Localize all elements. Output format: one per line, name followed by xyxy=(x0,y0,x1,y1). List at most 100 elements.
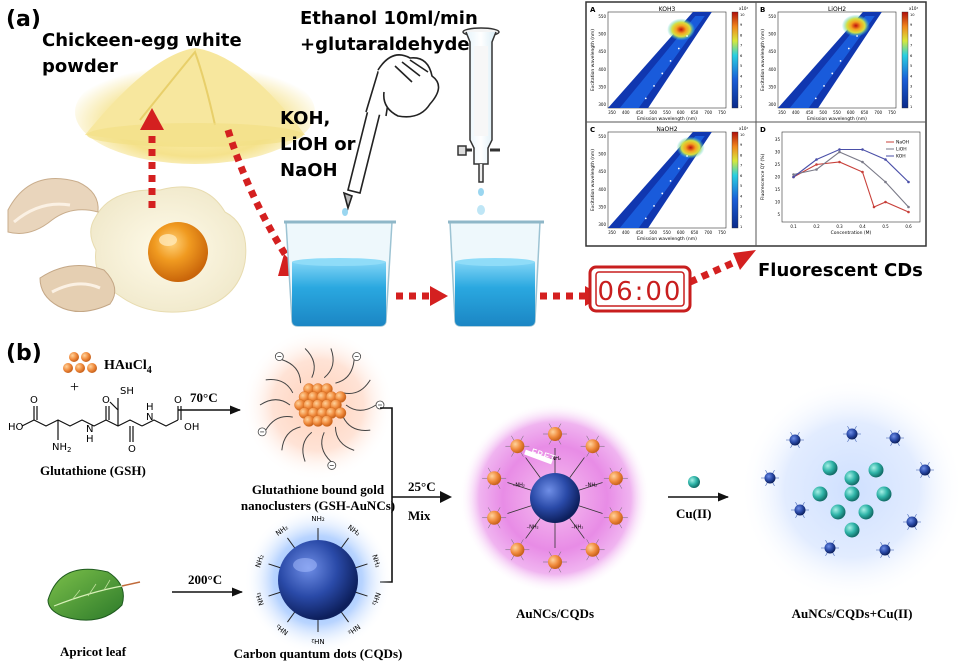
base-label-line2: LiOH or xyxy=(280,134,356,155)
satellite-core xyxy=(585,439,600,454)
colorbar xyxy=(901,11,909,109)
colorbar-exponent: x10⁴ xyxy=(739,126,748,131)
composite-nh2: –NH₂ xyxy=(513,482,525,488)
glutathione-atoms: HO O NH2 N H O SH O N H O OH xyxy=(8,386,199,455)
free-aunc xyxy=(903,514,921,530)
colorbar-tick: 10 xyxy=(740,13,745,17)
heatmap-band-inner xyxy=(619,136,705,228)
heatmap-dot xyxy=(653,205,655,207)
heatmap-xtick: 350 xyxy=(608,230,616,235)
cqd-spoke xyxy=(339,610,349,623)
aunc-satellite xyxy=(580,539,605,561)
heatmap-xtick: 500 xyxy=(819,110,827,115)
colorbar-tick: 4 xyxy=(740,74,743,78)
gsh-ligand xyxy=(342,416,371,432)
svg-text:H: H xyxy=(146,402,154,413)
heatmap-xtick: 750 xyxy=(718,230,726,235)
heatmap-xlabel: Emission wavelength (nm) xyxy=(807,116,867,122)
heatmap-panel-b: B LiOH2 x10⁴ 10 9 8 7 6 5 4 3 2 1 350 400 450 500 550 600 6… xyxy=(760,6,918,122)
heatmap-xtick: 400 xyxy=(622,230,630,235)
heatmap-dot xyxy=(677,47,680,50)
colorbar xyxy=(731,11,739,109)
lineplot-xtick: 0.5 xyxy=(882,224,889,229)
gsh-ligand xyxy=(321,432,332,462)
heatmap-xlabel: Emission wavelength (nm) xyxy=(637,116,697,122)
lineplot-ylabel: Fluorescence QY (%) xyxy=(760,153,766,200)
satellite-core xyxy=(487,471,502,486)
arrow-timer-to-cds xyxy=(688,258,737,286)
cqd-nh2-group: NH₂ xyxy=(254,553,266,568)
aunc-satellite xyxy=(482,467,507,489)
lineplot-point xyxy=(884,158,887,161)
gsh-ligand xyxy=(335,359,355,384)
gold-atom xyxy=(321,415,333,427)
composite-link xyxy=(507,482,532,491)
heatmap-xtick: 650 xyxy=(861,110,869,115)
lineplot-ytick: 20 xyxy=(775,175,781,180)
satellite-core xyxy=(585,542,600,557)
red-dotted-arrows xyxy=(148,125,737,300)
colorbar-tick: 1 xyxy=(740,225,742,229)
heatmap-peak xyxy=(841,14,870,37)
satellite-core xyxy=(608,510,623,525)
heatmap-dot xyxy=(669,60,672,62)
free-aunc-core xyxy=(879,544,891,556)
apricot-leaf-icon xyxy=(47,568,141,621)
cu-ion xyxy=(822,460,838,476)
lineplot-point xyxy=(815,163,818,166)
arrowhead-right-3 xyxy=(733,250,756,270)
composite-link xyxy=(569,517,585,539)
heatmap-peak xyxy=(667,18,696,41)
powder-label-line1: Chickeen-egg white xyxy=(42,30,242,51)
colorbar-tick: 2 xyxy=(740,95,742,99)
colorbar-tick: 5 xyxy=(740,64,742,68)
lineplot-ytick: 25 xyxy=(775,162,781,167)
heatmap-ytick: 300 xyxy=(598,222,606,227)
heatmap-dot xyxy=(839,60,842,62)
mix-arrowhead xyxy=(440,491,452,503)
heatmap-dot xyxy=(823,85,825,87)
heatmap-ytick: 450 xyxy=(598,169,606,174)
mix-bracket xyxy=(380,407,440,583)
heatmap-xtick: 450 xyxy=(806,110,814,115)
arrowhead-up xyxy=(140,108,164,130)
free-aunc-core xyxy=(919,464,931,476)
free-aunc xyxy=(791,502,809,518)
heatmap-xtick: 700 xyxy=(704,110,712,115)
composite-link xyxy=(507,505,532,514)
heatmap-ytick: 500 xyxy=(598,152,606,157)
lineplot-point xyxy=(907,210,910,214)
heatmap-xtick: 600 xyxy=(677,230,685,235)
ethanol-label-line1: Ethanol 10ml/min xyxy=(300,8,478,29)
heatmap-xtick: 650 xyxy=(691,230,699,235)
colorbar-tick: 8 xyxy=(740,153,743,157)
temp-200-label: 200°C xyxy=(188,572,222,587)
lineplot-point xyxy=(838,148,841,151)
lineplot-point xyxy=(815,168,818,171)
heatmap-xtick: 450 xyxy=(636,110,644,115)
pipette-hand-icon xyxy=(342,54,440,216)
heatmap-dot xyxy=(856,35,858,37)
cqd-spoke xyxy=(268,563,283,569)
free-aunc xyxy=(786,432,804,448)
heatmap-dot xyxy=(644,97,647,100)
panel-b: (b) HAuCl4 + HO O NH2 N xyxy=(6,329,964,661)
panel-a: (a) Chickeen-egg white powder xyxy=(6,1,927,327)
lineplot-ytick: 5 xyxy=(777,212,780,217)
heatmap-ylabel: Excitation wavelength (nm) xyxy=(760,29,766,91)
heatmap-xtick: 500 xyxy=(649,230,657,235)
cqd-label: Carbon quantum dots (CQDs) xyxy=(234,646,403,661)
svg-text:O: O xyxy=(102,395,110,406)
lineplot-xtick: 0.2 xyxy=(813,224,820,229)
gsh-ligand xyxy=(302,431,313,462)
subplot-letter: B xyxy=(760,6,765,14)
colorbar-tick: 9 xyxy=(740,23,743,27)
colorbar-tick: 7 xyxy=(740,164,742,168)
cqd-spoke xyxy=(287,610,297,623)
lineplot-xtick: 0.6 xyxy=(905,224,912,229)
powder-label-line2: powder xyxy=(42,56,118,77)
free-aunc-core xyxy=(789,434,801,446)
cqd-spoke xyxy=(353,563,368,569)
lineplot-series-lioh xyxy=(793,151,909,208)
